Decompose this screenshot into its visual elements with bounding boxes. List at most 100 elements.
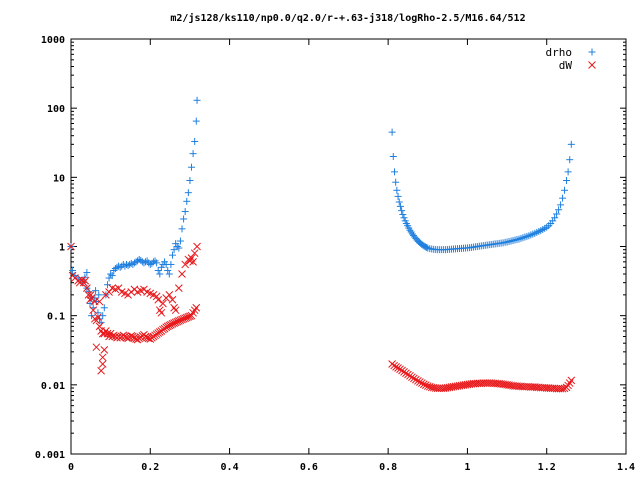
drho-point bbox=[175, 244, 183, 252]
drho-point bbox=[165, 270, 173, 278]
drho-point bbox=[396, 202, 404, 210]
dW-point bbox=[157, 308, 166, 317]
drho-point bbox=[108, 272, 116, 280]
drho-point bbox=[563, 176, 571, 184]
drho-point bbox=[192, 117, 200, 125]
dW-point bbox=[193, 242, 201, 251]
dW-point bbox=[154, 295, 163, 304]
dW-point bbox=[159, 299, 167, 308]
y-tick-label: 0.001 bbox=[35, 450, 65, 461]
drho-point bbox=[181, 208, 189, 216]
y-tick-label: 1000 bbox=[41, 35, 65, 46]
y-tick-label: 1 bbox=[59, 243, 65, 254]
dW-point bbox=[416, 378, 424, 386]
y-tick-label: 10 bbox=[53, 173, 65, 184]
drho-point bbox=[83, 269, 91, 277]
dW-point bbox=[92, 343, 101, 352]
drho-point bbox=[99, 312, 107, 320]
drho-point bbox=[168, 251, 176, 259]
drho-point bbox=[395, 198, 403, 206]
y-tick-label: 0.01 bbox=[41, 381, 65, 392]
data-points bbox=[67, 96, 576, 393]
drho-point bbox=[390, 168, 398, 176]
drho-point bbox=[399, 211, 407, 219]
dW-point bbox=[402, 369, 410, 378]
drho-point bbox=[400, 214, 408, 222]
y-tick-label: 100 bbox=[47, 104, 65, 115]
drho-point bbox=[178, 225, 186, 233]
dW-point bbox=[421, 381, 430, 389]
dW-point bbox=[170, 303, 178, 312]
drho-point bbox=[189, 150, 197, 158]
x-tick-label: 0.4 bbox=[221, 462, 239, 473]
dW-point bbox=[98, 360, 107, 368]
dW-point bbox=[67, 242, 75, 251]
drho-point bbox=[154, 266, 162, 274]
drho-point bbox=[555, 206, 563, 214]
x-tick-label: 1.4 bbox=[617, 462, 635, 473]
drho-point bbox=[172, 240, 180, 248]
dW-point bbox=[95, 297, 104, 306]
dW-point bbox=[83, 284, 91, 292]
dW-point bbox=[410, 374, 418, 383]
y-tick-label: 0.1 bbox=[47, 312, 65, 323]
drho-point bbox=[398, 207, 406, 215]
drho-point bbox=[551, 214, 559, 222]
legend-marker-dW bbox=[588, 61, 596, 69]
drho-point bbox=[116, 263, 124, 271]
drho-point bbox=[557, 201, 565, 209]
dW-point bbox=[171, 306, 180, 315]
dW-point bbox=[94, 313, 102, 322]
drho-point bbox=[173, 243, 181, 250]
dW-point bbox=[89, 306, 98, 315]
drho-point bbox=[184, 189, 192, 197]
dW-point bbox=[414, 377, 422, 385]
dW-point bbox=[189, 257, 197, 266]
drho-point bbox=[559, 194, 567, 202]
chart-title: m2/js128/ks110/np0.0/q2.0/r-+.63-j318/lo… bbox=[170, 12, 525, 24]
drho-point bbox=[567, 140, 575, 148]
drho-point bbox=[561, 186, 569, 194]
drho-point bbox=[393, 186, 401, 194]
drho-point bbox=[121, 262, 129, 270]
drho-point bbox=[156, 270, 164, 278]
x-tick-label: 1.2 bbox=[538, 462, 556, 473]
dW-point bbox=[417, 379, 426, 387]
dW-point bbox=[408, 373, 416, 382]
drho-point bbox=[142, 258, 150, 266]
dW-point bbox=[564, 381, 572, 390]
dW-point bbox=[86, 290, 95, 299]
drho-point bbox=[95, 291, 103, 299]
drho-point bbox=[564, 168, 572, 176]
dW-point bbox=[95, 322, 104, 331]
dW-point bbox=[168, 295, 177, 304]
x-tick-label: 0.8 bbox=[379, 462, 397, 473]
drho-point bbox=[110, 266, 118, 274]
dW-point bbox=[122, 333, 131, 342]
axis-ticks: 0 0.2 0.4 0.6 0.8 1 1.2 1.4 0.001 0.01 0.1 1 10 100 10… bbox=[35, 35, 635, 473]
drho-point bbox=[153, 259, 161, 267]
dW-point bbox=[394, 364, 402, 372]
drho-point bbox=[176, 237, 184, 245]
dW-point bbox=[97, 366, 105, 375]
drho-point bbox=[388, 128, 396, 136]
drho-point bbox=[188, 163, 196, 171]
dW-point bbox=[165, 290, 174, 299]
dW-point bbox=[98, 353, 107, 362]
drho-point bbox=[183, 197, 191, 205]
drho-point bbox=[406, 226, 414, 234]
drho-point bbox=[193, 96, 201, 104]
drho-point bbox=[103, 281, 111, 289]
drho-point bbox=[167, 260, 175, 268]
dW-point bbox=[190, 249, 199, 258]
drho-point bbox=[107, 270, 115, 278]
drho-point bbox=[389, 153, 397, 161]
drho-point bbox=[186, 176, 194, 184]
drho-point bbox=[191, 137, 199, 145]
dW-point bbox=[132, 335, 140, 343]
drho-point bbox=[180, 215, 188, 223]
drho-point bbox=[92, 287, 100, 295]
dW-point bbox=[192, 303, 201, 312]
